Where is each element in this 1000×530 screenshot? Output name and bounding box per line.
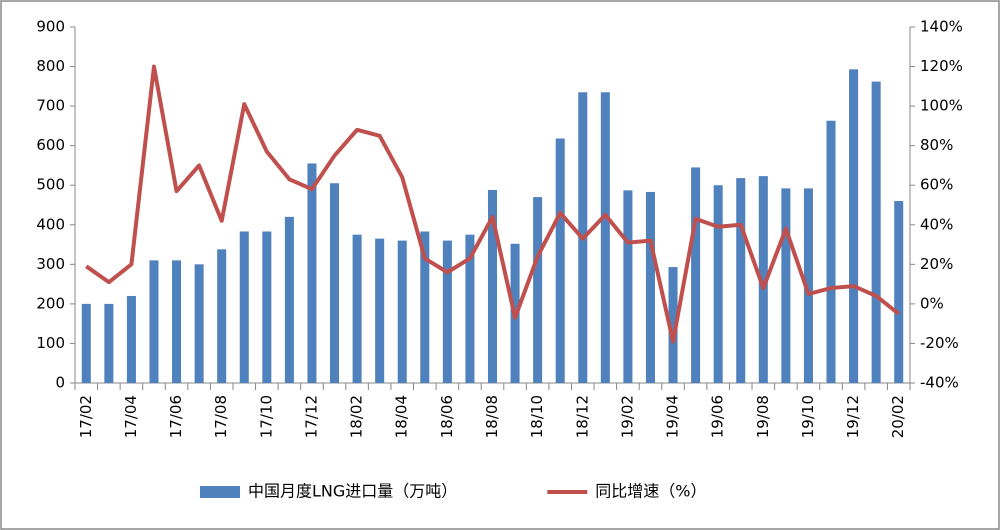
y2-tick-label: 60% bbox=[920, 176, 953, 194]
x-tick-label: 17/12 bbox=[302, 395, 320, 438]
bar bbox=[600, 92, 610, 384]
y2-tick-label: 140% bbox=[920, 18, 963, 36]
x-tick-label: 19/04 bbox=[664, 395, 682, 438]
y2-tick-label: 120% bbox=[920, 57, 963, 75]
bar bbox=[487, 189, 498, 383]
legend-label: 同比增速（%） bbox=[595, 482, 706, 501]
bar bbox=[307, 163, 317, 383]
bar bbox=[330, 183, 340, 383]
x-tick-label: 20/02 bbox=[889, 395, 907, 438]
legend-label: 中国月度LNG进口量（万吨） bbox=[248, 482, 457, 501]
bar bbox=[352, 234, 362, 383]
bar bbox=[149, 260, 159, 383]
bar bbox=[555, 138, 565, 383]
bar bbox=[826, 120, 836, 383]
x-tick-label: 17/02 bbox=[77, 395, 95, 438]
y-tick-label: 200 bbox=[36, 294, 65, 312]
bar bbox=[194, 264, 204, 383]
bar bbox=[645, 191, 655, 383]
bar bbox=[691, 167, 701, 383]
bar bbox=[262, 231, 272, 383]
bar bbox=[420, 231, 430, 383]
bar bbox=[758, 176, 768, 383]
x-tick-label: 17/04 bbox=[122, 395, 140, 438]
y2-tick-label: 0% bbox=[920, 294, 944, 312]
bar bbox=[713, 185, 723, 383]
bar bbox=[81, 303, 91, 383]
bar bbox=[894, 201, 904, 383]
bar bbox=[871, 81, 881, 383]
bar bbox=[803, 188, 813, 383]
x-tick-label: 18/06 bbox=[438, 395, 456, 438]
y2-tick-label: 100% bbox=[920, 97, 963, 115]
x-tick-label: 17/06 bbox=[167, 395, 185, 438]
bar bbox=[284, 216, 294, 383]
y2-tick-label: -20% bbox=[920, 334, 959, 352]
bar bbox=[239, 231, 249, 383]
x-tick-label: 19/12 bbox=[844, 395, 862, 438]
x-tick-label: 18/10 bbox=[528, 395, 546, 438]
x-tick-label: 18/02 bbox=[348, 395, 366, 438]
y2-tick-label: 20% bbox=[920, 255, 953, 273]
bar bbox=[781, 188, 791, 383]
bar bbox=[397, 240, 407, 383]
y-tick-label: 500 bbox=[36, 176, 65, 194]
y-tick-label: 600 bbox=[36, 136, 65, 154]
x-tick-label: 17/10 bbox=[257, 395, 275, 438]
line bbox=[85, 64, 900, 344]
x-tick-label: 17/08 bbox=[212, 395, 230, 438]
bar bbox=[849, 69, 859, 383]
y-tick-label: 0 bbox=[55, 374, 65, 392]
x-tick-label: 19/10 bbox=[799, 395, 817, 438]
x-tick-label: 19/02 bbox=[618, 395, 636, 438]
legend-swatch bbox=[200, 486, 240, 498]
bar bbox=[533, 197, 543, 383]
x-tick-label: 19/08 bbox=[754, 395, 772, 438]
y2-tick-label: -40% bbox=[920, 374, 959, 392]
bar bbox=[736, 178, 746, 383]
y-tick-label: 400 bbox=[36, 215, 65, 233]
bar bbox=[623, 190, 633, 383]
y2-tick-label: 40% bbox=[920, 215, 953, 233]
bar bbox=[375, 238, 385, 383]
y-tick-label: 900 bbox=[36, 18, 65, 36]
bar bbox=[217, 249, 227, 383]
x-tick-label: 19/06 bbox=[709, 395, 727, 438]
x-tick-label: 18/04 bbox=[393, 395, 411, 438]
legend: 中国月度LNG进口量（万吨） 同比增速（%） bbox=[200, 482, 707, 501]
y-tick-label: 800 bbox=[36, 57, 65, 75]
bar bbox=[442, 240, 452, 383]
bar bbox=[465, 234, 475, 383]
y2-tick-label: 80% bbox=[920, 136, 953, 154]
bar bbox=[668, 267, 678, 383]
bar bbox=[172, 260, 182, 383]
bar bbox=[104, 303, 114, 383]
y-tick-label: 700 bbox=[36, 97, 65, 115]
x-tick-label: 18/12 bbox=[573, 395, 591, 438]
x-tick-label: 18/08 bbox=[483, 395, 501, 438]
y-tick-label: 300 bbox=[36, 255, 65, 273]
bar bbox=[126, 295, 136, 383]
y-tick-label: 100 bbox=[36, 334, 65, 352]
